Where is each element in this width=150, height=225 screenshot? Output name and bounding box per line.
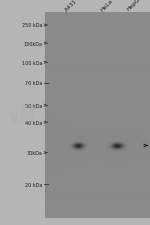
Text: 70 kDa: 70 kDa: [25, 81, 43, 86]
Text: 150kDa: 150kDa: [24, 41, 43, 46]
Text: 30kDa: 30kDa: [27, 151, 43, 155]
Text: HepG2: HepG2: [125, 0, 143, 12]
Text: 50 kDa: 50 kDa: [25, 103, 43, 108]
Text: A431: A431: [64, 0, 79, 12]
Text: www.
PTAB
.COM: www. PTAB .COM: [6, 102, 36, 123]
Text: 100 kDa: 100 kDa: [22, 61, 43, 65]
Text: 40 kDa: 40 kDa: [25, 120, 43, 125]
Text: 250 kDa: 250 kDa: [22, 23, 43, 28]
Text: 20 kDa: 20 kDa: [25, 182, 43, 187]
Bar: [45, 14, 150, 218]
Text: HeLa: HeLa: [99, 0, 113, 12]
